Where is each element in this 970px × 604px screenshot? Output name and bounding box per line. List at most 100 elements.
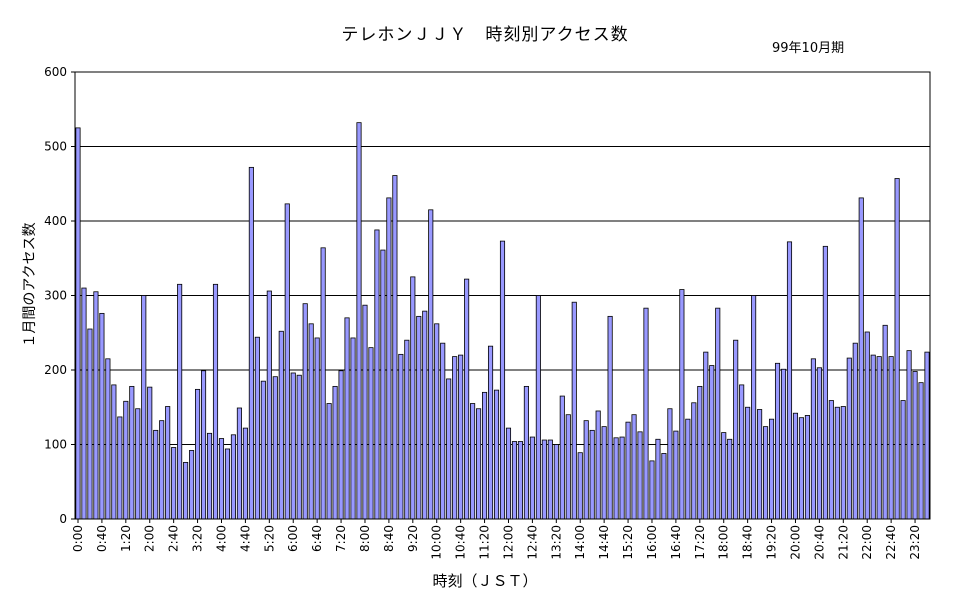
- x-tick-label: 10:00: [430, 525, 444, 560]
- x-tick-label: 11:20: [478, 525, 492, 560]
- bar: [422, 310, 428, 520]
- bar: [727, 438, 733, 520]
- bar: [290, 372, 296, 520]
- bar: [99, 312, 105, 520]
- x-tick-label: 6:40: [310, 525, 324, 552]
- y-axis-label: １月間のアクセス数: [22, 222, 38, 348]
- bar: [810, 358, 816, 520]
- x-tick-label: 16:40: [669, 525, 683, 560]
- bar: [840, 406, 846, 520]
- bar: [248, 166, 254, 520]
- bar: [739, 384, 745, 520]
- bar: [356, 122, 362, 520]
- bar: [649, 460, 655, 520]
- bar: [236, 407, 242, 520]
- bar: [577, 452, 583, 520]
- bar: [147, 386, 153, 520]
- bar: [631, 414, 637, 520]
- bar: [464, 278, 470, 520]
- bar: [117, 416, 123, 520]
- bar: [165, 406, 171, 520]
- y-axis-ticks: 0 100 200 300 400 500 600: [44, 65, 75, 526]
- x-tick-label: 5:20: [262, 525, 276, 552]
- x-tick-label: 18:00: [717, 525, 731, 560]
- y-tick-label: 100: [44, 438, 67, 452]
- bar: [679, 289, 685, 520]
- bar: [440, 342, 446, 520]
- bar: [123, 400, 129, 520]
- x-tick-label: 4:00: [214, 525, 228, 552]
- bar: [673, 430, 679, 520]
- bar: [697, 385, 703, 520]
- bar: [505, 427, 512, 520]
- bar: [404, 339, 410, 520]
- bar: [284, 203, 290, 520]
- bar: [350, 337, 356, 520]
- bar: [374, 229, 380, 520]
- bar: [583, 420, 589, 520]
- bar: [362, 304, 368, 520]
- bar: [607, 315, 613, 520]
- x-tick-label: 0:40: [95, 525, 109, 552]
- x-tick-label: 12:40: [525, 525, 539, 560]
- bar: [571, 301, 577, 520]
- bar: [804, 415, 810, 520]
- bar: [565, 414, 571, 520]
- bar: [254, 336, 260, 520]
- bar: [452, 356, 458, 520]
- bar: [601, 426, 607, 520]
- chart-title: テレホンＪＪＹ 時刻別アクセス数: [341, 25, 629, 45]
- bar: [780, 368, 787, 520]
- bar: [547, 439, 553, 520]
- bar: [200, 370, 207, 520]
- x-tick-label: 18:40: [741, 525, 755, 560]
- x-tick-label: 21:20: [836, 525, 850, 560]
- x-tick-label: 22:00: [860, 525, 874, 560]
- bar: [499, 240, 506, 520]
- bar: [398, 353, 404, 520]
- bar: [625, 421, 631, 520]
- bar: [416, 315, 422, 520]
- bar: [888, 356, 894, 520]
- x-tick-label: 10:40: [454, 525, 468, 560]
- bar: [541, 439, 547, 520]
- bar: [918, 382, 924, 520]
- bar: [230, 434, 236, 520]
- bar: [171, 447, 177, 520]
- bar: [703, 351, 709, 520]
- bar: [278, 330, 284, 520]
- bar: [320, 247, 326, 520]
- x-axis-ticks: 0:00 0:40 1:20 2:00 2:40 3:20 4:00 4:40 5:20 6:00…: [71, 519, 922, 560]
- x-tick-label: 6:00: [286, 525, 300, 552]
- bar: [206, 432, 213, 520]
- bar: [242, 427, 248, 520]
- bars: [75, 122, 930, 520]
- bar: [272, 376, 278, 520]
- bar: [864, 331, 870, 520]
- bar: [153, 429, 159, 520]
- x-tick-label: 22:40: [884, 525, 898, 560]
- x-tick-label: 19:20: [765, 525, 779, 560]
- y-tick-label: 0: [59, 512, 67, 526]
- x-tick-label: 15:20: [621, 525, 635, 560]
- bar: [111, 384, 117, 520]
- x-tick-label: 2:00: [143, 525, 157, 552]
- bar: [224, 448, 231, 520]
- x-tick-label: 8:00: [358, 525, 372, 552]
- x-tick-label: 8:40: [382, 525, 396, 552]
- bar: [326, 403, 332, 520]
- bar: [523, 385, 529, 520]
- bar: [912, 371, 918, 520]
- x-tick-label: 12:00: [501, 525, 515, 560]
- bar: [314, 337, 320, 520]
- chart-period: 99年10月期: [772, 41, 845, 56]
- bar: [757, 409, 763, 520]
- bar: [763, 426, 769, 520]
- bar: [906, 350, 912, 520]
- bar: [685, 418, 691, 520]
- bar: [828, 400, 834, 520]
- bar: [87, 328, 93, 520]
- bar: [195, 388, 201, 520]
- bar: [332, 385, 338, 520]
- bar: [308, 323, 314, 520]
